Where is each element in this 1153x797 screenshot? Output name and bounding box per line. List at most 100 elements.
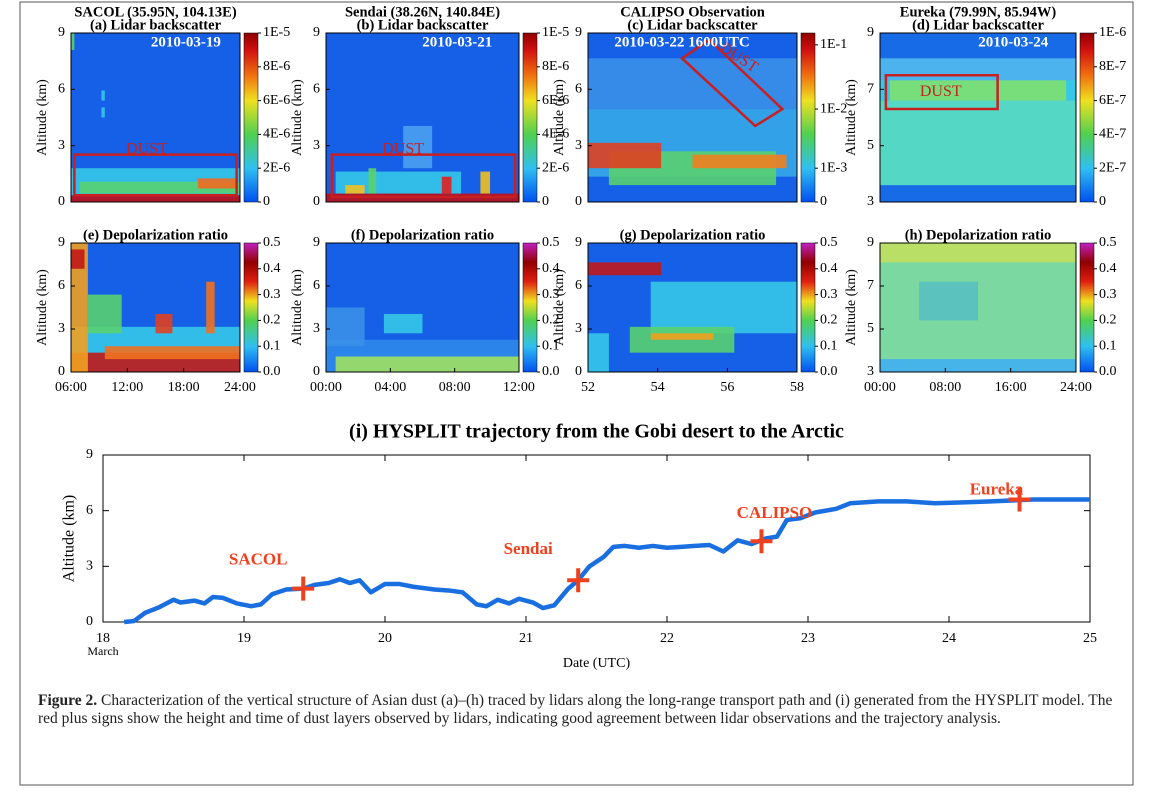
y-tick-label: 3	[313, 321, 320, 336]
colorbar	[243, 32, 259, 203]
heatmap-layer	[71, 195, 240, 202]
panel-title: (c) Lidar backscatter	[627, 17, 758, 33]
y-tick-label: 0	[313, 194, 320, 209]
heatmap-layer	[71, 249, 85, 269]
x-tick-label: 19	[237, 631, 251, 646]
y-axis-label: Altitude (km)	[61, 495, 78, 583]
heatmap-layer	[588, 58, 797, 110]
y-tick-label: 3	[575, 138, 582, 153]
heatmap-layer	[919, 281, 978, 321]
colorbar-label: 0.4	[263, 261, 281, 276]
y-tick-label: 3	[86, 559, 93, 574]
date-label: 2010-03-24	[978, 34, 1048, 50]
colorbar-label: 1E-1	[820, 37, 847, 52]
date-label: 2010-03-22 1600UTC	[614, 34, 749, 50]
x-tick-note: March	[87, 644, 118, 658]
x-tick-label: 18:00	[168, 380, 200, 395]
colorbar-label: 2E-7	[1099, 160, 1126, 175]
y-tick-label: 3	[58, 138, 65, 153]
y-tick-label: 6	[313, 278, 320, 293]
x-tick-label: 08:00	[439, 380, 471, 395]
plus-marker	[567, 568, 590, 593]
heatmap-layer	[880, 243, 1076, 263]
colorbar-label: 0.2	[820, 313, 838, 328]
heatmap-layer	[206, 281, 215, 334]
colorbar-label: 0.4	[1099, 261, 1117, 276]
caption-text: Characterization of the vertical structu…	[38, 692, 1113, 727]
x-tick-label: 22	[660, 631, 674, 646]
y-axis-label: Altitude (km)	[844, 79, 859, 156]
heatmap-layer	[480, 171, 491, 194]
x-tick-label: 23	[801, 631, 815, 646]
y-axis-label: Altitude (km)	[35, 269, 50, 346]
y-axis-label: Altitude (km)	[290, 269, 305, 346]
x-tick-label: 52	[581, 380, 595, 395]
y-axis-label: Altitude (km)	[844, 269, 859, 346]
colorbar-label: 0.5	[263, 235, 281, 250]
dust-box	[330, 153, 517, 199]
y-tick-label: 7	[867, 82, 874, 97]
y-tick-label: 0	[575, 194, 582, 209]
plot-frame	[879, 32, 1077, 203]
heatmap-layer	[880, 359, 1076, 372]
dust-label: DUST	[382, 140, 424, 157]
x-tick-label: 06:00	[55, 380, 87, 395]
y-tick-label: 0	[58, 364, 65, 379]
colorbar	[243, 242, 259, 373]
colorbar-label: 1E-5	[263, 25, 290, 40]
colorbar-label: 0.3	[820, 287, 838, 302]
heatmap-layer	[880, 185, 1076, 202]
x-tick-label: 18	[96, 631, 110, 646]
colorbar-label: 4E-7	[1099, 127, 1126, 142]
y-tick-label: 6	[58, 278, 65, 293]
marker-label: CALIPSO	[737, 503, 813, 522]
colorbar-label: 6E-6	[542, 93, 569, 108]
y-tick-label: 9	[867, 25, 874, 40]
heatmap-layer	[441, 176, 452, 194]
colorbar-label: 0	[1099, 194, 1106, 209]
y-tick-label: 6	[575, 278, 582, 293]
x-tick-label: 20	[378, 631, 392, 646]
colorbar	[800, 242, 816, 373]
heatmap-layer	[368, 168, 377, 194]
heatmap-layer	[650, 281, 797, 334]
panel-title: (d) Lidar backscatter	[912, 17, 1044, 33]
y-tick-label: 6	[313, 82, 320, 97]
y-tick-label: 6	[86, 503, 93, 518]
colorbar-label: 0.5	[1099, 235, 1117, 250]
colorbar-label: 0.4	[820, 261, 838, 276]
dust-label: DUST	[126, 140, 168, 157]
date-label: 2010-03-19	[151, 34, 221, 50]
panel-site: SACOL (35.95N, 104.13E)	[74, 4, 237, 20]
colorbar-label: 2E-6	[542, 160, 569, 175]
colorbar-label: 2E-6	[263, 160, 290, 175]
y-tick-label: 3	[313, 138, 320, 153]
colorbar-label: 0.2	[1099, 313, 1117, 328]
y-axis-label: Altitude (km)	[552, 269, 567, 346]
heatmap-layer	[155, 313, 173, 334]
colorbar-label: 0.3	[542, 287, 560, 302]
marker-label: SACOL	[229, 550, 288, 569]
plus-marker	[1008, 487, 1031, 512]
heatmap-layer	[335, 356, 519, 372]
y-tick-label: 0	[313, 364, 320, 379]
x-axis-label: Date (UTC)	[563, 656, 631, 671]
heatmap-layer	[403, 125, 433, 169]
y-tick-label: 9	[575, 25, 582, 40]
y-tick-label: 9	[58, 235, 65, 250]
colorbar-label: 1E-6	[1099, 25, 1126, 40]
heatmap-layer	[588, 188, 797, 202]
y-tick-label: 3	[58, 321, 65, 336]
colorbar-label: 6E-6	[263, 93, 290, 108]
heatmap-layer	[889, 80, 1067, 101]
x-tick-label: 08:00	[929, 380, 961, 395]
colorbar-label: 1E-3	[820, 160, 847, 175]
heatmap-layer	[71, 243, 88, 372]
colorbar	[1079, 32, 1095, 203]
heatmap-layer	[588, 142, 662, 169]
y-axis-label: Altitude (km)	[290, 79, 305, 156]
heatmap-layer	[79, 181, 240, 194]
colorbar-label: 0.0	[263, 364, 281, 379]
date-label: 2010-03-21	[422, 34, 492, 50]
